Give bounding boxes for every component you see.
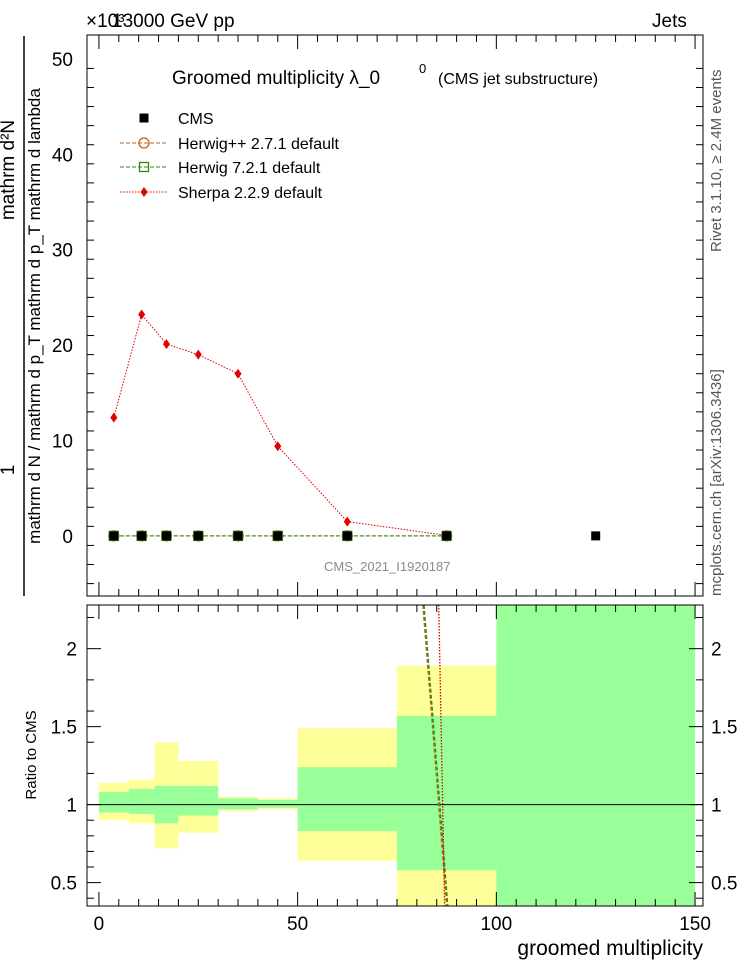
legend: CMS Herwig++ 2.7.1 default Herwig 7.2.1 de… (120, 111, 340, 202)
plot-title-sup: 0 (419, 61, 426, 76)
analysis-id: CMS_2021_I1920187 (324, 559, 451, 574)
ratio-panel: 0.5 0.5 1 1 1.5 1.5 2 2 0 50 100 150 (51, 604, 737, 935)
legend-marker (138, 137, 150, 149)
plot-title: Groomed multiplicity λ_0 (172, 68, 380, 89)
data-point (273, 531, 283, 541)
legend-entry: CMS (178, 111, 214, 128)
x-tick-label: 100 (480, 914, 512, 935)
process-label: Jets (652, 11, 687, 32)
ratio-y-tick-label: 1 (66, 796, 77, 817)
ratio-y-tick-label-right: 1.5 (711, 718, 737, 739)
data-point (591, 531, 601, 541)
data-point (194, 349, 202, 360)
ratio-y-tick-label-right: 1 (711, 796, 722, 817)
data-point (109, 531, 119, 541)
ratio-line (422, 604, 448, 907)
ylabel-numerator: mathrm d²N (0, 120, 19, 220)
ylabel-top: 1 (0, 465, 19, 476)
y-tick-label: 0 (62, 527, 73, 548)
data-point (161, 531, 171, 541)
data-point (342, 531, 352, 541)
main-panel: 0 10 20 30 40 50 (52, 34, 704, 597)
legend-marker (138, 161, 150, 173)
x-tick-label: 50 (287, 914, 308, 935)
uncertainty-band-green (178, 785, 219, 816)
legend-entry: Herwig 7.2.1 default (178, 160, 321, 177)
uncertainty-band-green (396, 715, 497, 871)
y-tick-label: 40 (52, 145, 73, 166)
x-tick-label: 150 (679, 914, 711, 935)
uncertainty-band-green (128, 789, 155, 814)
data-point (233, 531, 243, 541)
uncertainty-band-green (257, 799, 298, 808)
source-label: mcplots.cern.ch [arXiv:1306.3436] (708, 369, 725, 596)
legend-entry: Herwig++ 2.7.1 default (178, 136, 340, 153)
data-point (193, 531, 203, 541)
ratio-y-tick-label-right: 0.5 (711, 874, 737, 895)
data-point (234, 368, 242, 379)
ratio-y-tick-label: 1.5 (51, 718, 77, 739)
y-tick-label: 30 (52, 241, 73, 262)
rivet-label: Rivet 3.1.10, ≥ 2.4M events (708, 70, 725, 253)
uncertainty-band-green (98, 792, 129, 813)
legend-marker (140, 187, 148, 197)
ratio-y-tick-label-right: 2 (711, 640, 722, 661)
xlabel: groomed multiplicity (517, 937, 703, 960)
energy-label: 13000 GeV pp (112, 11, 235, 32)
data-point (162, 339, 170, 350)
y-tick-label: 50 (52, 50, 73, 71)
ratio-frame (86, 604, 704, 907)
ratio-ylabel: Ratio to CMS (23, 710, 40, 799)
y-tick-label: 20 (52, 336, 73, 357)
ylabel-denominator: mathrm d N / mathrm d p_T mathrm d p_T m… (25, 88, 44, 544)
uncertainty-band-green (297, 767, 397, 832)
legend-entry: Sherpa 2.2.9 default (178, 185, 323, 202)
data-point (137, 531, 147, 541)
plot-title-suffix: (CMS jet substructure) (438, 71, 598, 88)
ratio-line (423, 604, 449, 907)
main-frame (86, 34, 704, 597)
data-point (110, 412, 118, 423)
x-tick-label: 0 (94, 914, 105, 935)
data-point (442, 531, 452, 541)
data-point (274, 441, 282, 452)
uncertainty-band-green (218, 798, 258, 810)
y-tick-label: 10 (52, 431, 73, 452)
ratio-line (438, 604, 446, 907)
series-line-3 (113, 313, 447, 536)
ratio-y-tick-label: 0.5 (51, 874, 77, 895)
data-point (138, 309, 146, 320)
ratio-y-tick-label: 2 (66, 640, 77, 661)
uncertainty-band-green (496, 605, 696, 906)
y-exponent-label: ×10³ (86, 11, 125, 32)
data-point (343, 516, 351, 527)
legend-marker (139, 113, 149, 123)
